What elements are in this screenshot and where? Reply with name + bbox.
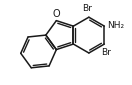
Text: Br: Br <box>82 4 92 13</box>
Text: NH₂: NH₂ <box>107 21 124 30</box>
Text: O: O <box>53 9 60 19</box>
Text: Br: Br <box>101 48 111 57</box>
